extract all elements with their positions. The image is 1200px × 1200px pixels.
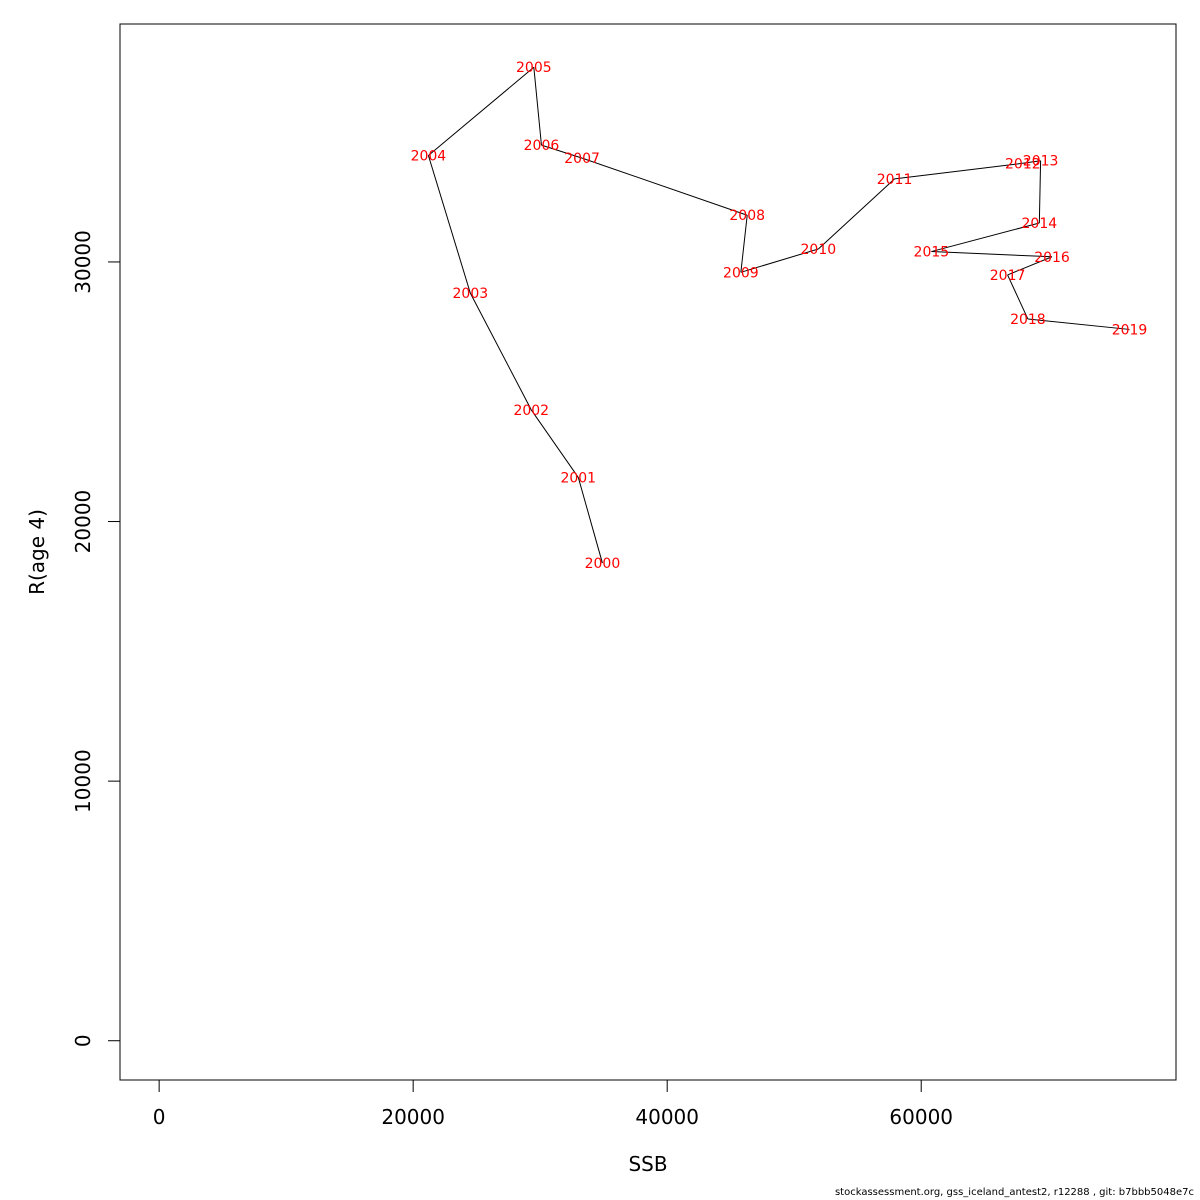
y-axis: 0 10000 20000 30000 [71,230,121,1047]
path-segment [1007,274,1029,320]
x-tick-label: 20000 [381,1105,445,1129]
year-label-2008: 2008 [729,208,765,224]
year-label-2010: 2010 [801,242,837,258]
plot-frame [119,23,1177,1081]
sr-path [427,66,1130,564]
x-axis: 0 20000 40000 60000 [153,1079,953,1129]
path-segment [931,251,1053,258]
x-tick-label: 60000 [889,1105,953,1129]
year-label-2018: 2018 [1010,312,1046,328]
year-label-2003: 2003 [453,286,489,302]
path-segment [740,248,819,273]
year-label-2002: 2002 [513,403,549,419]
path-segment [817,178,895,250]
year-label-2017: 2017 [990,268,1026,284]
y-tick-label: 20000 [71,490,95,554]
year-label-2016: 2016 [1034,250,1070,266]
path-segment [740,215,748,273]
year-label-2004: 2004 [411,149,447,165]
footer-note: stockassessment.org, gss_iceland_antest2… [834,1187,1194,1198]
x-tick-label: 40000 [635,1105,699,1129]
path-segment [931,222,1040,253]
year-label-2011: 2011 [877,172,913,188]
year-label-2013: 2013 [1023,154,1059,170]
path-segment [541,144,583,159]
y-tick-label: 0 [71,1034,95,1047]
path-segment [581,157,748,216]
y-axis-title: R(age 4) [25,509,49,595]
path-segment [1022,160,1041,164]
path-segment [530,409,579,478]
year-label-2019: 2019 [1112,322,1148,338]
x-axis-title: SSB [628,1152,667,1176]
path-segment [427,155,471,294]
y-tick-label: 10000 [71,749,95,813]
year-label-2014: 2014 [1022,216,1058,232]
path-segment [533,67,542,146]
x-tick-label: 0 [153,1105,166,1129]
path-segment [1038,160,1042,224]
year-label-2000: 2000 [585,556,621,572]
year-label-2007: 2007 [564,151,600,167]
path-segment [1027,318,1130,330]
path-segment [577,477,603,564]
year-label-2009: 2009 [723,265,759,281]
year-label-2001: 2001 [560,470,596,486]
path-segment [1007,256,1053,276]
path-segment [469,292,532,411]
year-label-2006: 2006 [524,138,560,154]
path-segment [894,162,1023,180]
year-label-2012: 2012 [1005,156,1041,172]
y-tick-label: 30000 [71,230,95,294]
year-label-2015: 2015 [914,245,950,261]
path-segment [428,66,535,156]
year-label-2005: 2005 [516,60,552,76]
